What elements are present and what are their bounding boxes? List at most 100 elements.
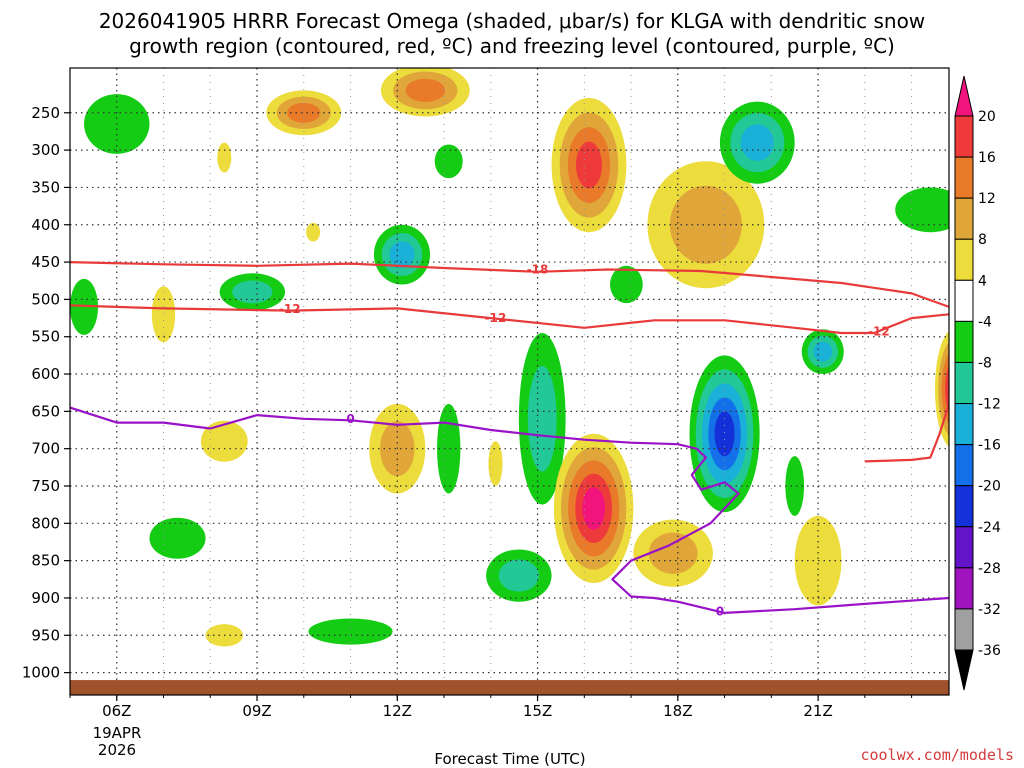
y-tick-label-300: 300 — [31, 141, 60, 159]
y-tick-label-400: 400 — [31, 216, 60, 234]
omega-band-21-1 — [648, 532, 698, 574]
omega-feature-15 — [437, 403, 461, 494]
omega-band-10-0 — [308, 618, 393, 645]
omega-band-2-0 — [151, 286, 176, 343]
y-tick-label-650: 650 — [31, 402, 60, 420]
omega-band-20-3 — [575, 141, 602, 189]
omega-band-18-1 — [527, 365, 557, 472]
colorbar-box-9 — [954, 444, 974, 487]
omega-feature-29 — [895, 187, 949, 233]
colorbar-label-12: -32 — [978, 602, 1001, 618]
freezing-label-0-a: 0 — [346, 412, 354, 426]
omega-band-5-0 — [217, 142, 232, 173]
y-tick-label-900: 900 — [31, 589, 60, 607]
y-tick-label-250: 250 — [31, 104, 60, 122]
colorbar-legend: 20 16 12 8 4 -4 -8 -12 -16 -20 -24 -28 -32 -36 — [954, 75, 1001, 691]
x-tick-label-18Z: 18Z — [663, 702, 692, 720]
y-tick-label-950: 950 — [31, 626, 60, 644]
colorbar-label-11: -28 — [978, 561, 1001, 577]
omega-band-23-0 — [610, 265, 643, 304]
grid-lines — [70, 68, 949, 695]
omega-feature-2 — [151, 286, 176, 343]
omega-band-19-4 — [582, 487, 606, 530]
omega-band-7-0 — [200, 420, 248, 462]
x-axis-label: Forecast Time (UTC) — [434, 750, 585, 768]
omega-band-30-3 — [944, 365, 949, 413]
colorbar-box-6 — [954, 320, 974, 363]
colorbar-box-12 — [954, 567, 974, 610]
omega-feature-7 — [200, 420, 248, 462]
y-tick-label-850: 850 — [31, 552, 60, 570]
colorbar-label-4: 4 — [978, 273, 987, 289]
date-label-year: 2026 — [98, 741, 136, 759]
colorbar-box-1 — [954, 115, 974, 158]
date-label-day: 19APR — [93, 724, 142, 742]
omega-feature-17 — [486, 549, 552, 602]
chart-title-line-1: 2026041905 HRRR Forecast Omega (shaded, … — [99, 9, 925, 33]
dendritic-contour-0 — [70, 261, 949, 308]
omega-feature-22 — [647, 161, 765, 289]
y-axis-pressure: 250 300 350 400 450 500 550 600 650 700 750 800 850 9… — [22, 104, 70, 682]
omega-feature-21 — [633, 519, 713, 587]
freezing-label-0-b: 0 — [716, 604, 724, 618]
omega-band-16-0 — [488, 441, 503, 486]
colorbar-label-9: -20 — [978, 479, 1001, 495]
omega-feature-19 — [553, 433, 634, 584]
colorbar-label-5: -4 — [978, 314, 992, 330]
x-tick-label-15Z: 15Z — [523, 702, 552, 720]
dendritic-label-m12-c: -12 — [868, 324, 890, 338]
y-tick-label-750: 750 — [31, 477, 60, 495]
colorbar-box-2 — [954, 156, 974, 199]
omega-band-17-1 — [498, 559, 539, 592]
colorbar-label-6: -8 — [978, 355, 992, 371]
temperature-contours: -18 -12 -12 -12 0 0 — [70, 261, 949, 618]
omega-band-11-2 — [405, 78, 446, 103]
colorbar-box-11 — [954, 526, 974, 569]
omega-band-13-2 — [389, 241, 415, 268]
colorbar-label-3: 8 — [978, 232, 987, 248]
dendritic-contour-2 — [864, 403, 949, 463]
colorbar-label-1: 16 — [978, 150, 996, 166]
omega-band-25-2 — [740, 124, 774, 161]
colorbar-box-7 — [954, 361, 974, 405]
plot-frame — [69, 67, 950, 696]
omega-band-29-0 — [895, 187, 949, 233]
omega-band-22-1 — [669, 185, 742, 264]
colorbar-box-4 — [954, 238, 974, 281]
omega-band-3-1 — [232, 280, 273, 304]
x-tick-label-12Z: 12Z — [383, 702, 412, 720]
omega-band-15-0 — [437, 403, 461, 494]
y-tick-label-1000: 1000 — [22, 664, 60, 682]
y-tick-label-350: 350 — [31, 178, 60, 196]
colorbar-label-13: -36 — [978, 643, 1001, 659]
colorbar-label-0: 20 — [978, 109, 996, 125]
omega-feature-4 — [266, 90, 342, 136]
ground-surface — [70, 680, 949, 695]
dendritic-label-m12-a: -12 — [279, 302, 301, 316]
chart-title-line-2: growth region (contoured, red, ºC) and f… — [129, 34, 895, 58]
plot-area: -18 -12 -12 -12 0 0 — [70, 68, 949, 695]
omega-band-24-4 — [714, 411, 735, 457]
omega-feature-6 — [306, 222, 321, 242]
omega-feature-8 — [149, 517, 206, 559]
omega-band-8-0 — [149, 517, 206, 559]
freezing-contour-0 — [70, 406, 949, 614]
y-tick-label-600: 600 — [31, 365, 60, 383]
omega-band-26-2 — [813, 341, 833, 362]
colorbar-top-arrow — [954, 75, 974, 117]
colorbar-label-7: -12 — [978, 397, 1001, 413]
omega-feature-23 — [610, 265, 643, 304]
x-tick-label-21Z: 21Z — [803, 702, 832, 720]
omega-feature-16 — [488, 441, 503, 486]
omega-feature-3 — [219, 273, 286, 311]
omega-feature-12 — [434, 144, 463, 179]
x-tick-label-06Z: 06Z — [102, 702, 131, 720]
colorbar-box-13 — [954, 608, 974, 651]
y-tick-label-500: 500 — [31, 290, 60, 308]
omega-feature-5 — [217, 142, 232, 173]
colorbar-box-10 — [954, 485, 974, 528]
omega-feature-11 — [380, 68, 470, 117]
y-tick-label-800: 800 — [31, 514, 60, 532]
credit-text: coolwx.com/models — [860, 746, 1014, 764]
